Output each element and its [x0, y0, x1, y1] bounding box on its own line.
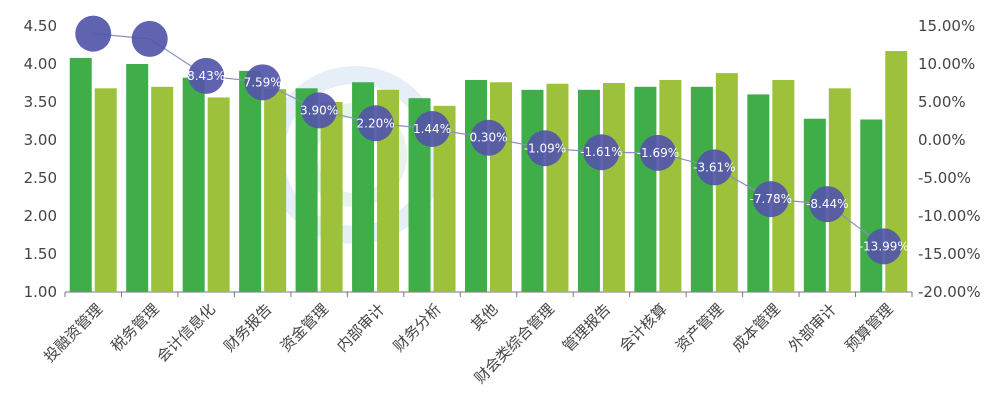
y-left-tick-label: 1.50	[24, 245, 57, 263]
line-point	[188, 57, 225, 94]
line-point-label: -7.78%	[750, 192, 792, 206]
y-left-tick-label: 3.50	[24, 93, 57, 111]
line-point	[244, 64, 281, 101]
line-point	[357, 105, 394, 142]
x-category-label: 会计核算	[616, 300, 671, 355]
x-category-label: 成本管理	[728, 300, 783, 355]
y-right-tick-label: 15.00%	[918, 17, 975, 35]
line-point	[526, 130, 563, 167]
line-point-label: 0.30%	[469, 131, 507, 145]
x-category-label: 预算管理	[841, 300, 896, 355]
y-right-tick-label: 5.00%	[918, 93, 966, 111]
x-category-label: 内部审计	[333, 300, 388, 355]
bar-series2	[207, 97, 230, 292]
line-point	[865, 228, 902, 265]
bar-series1	[182, 77, 205, 293]
y-left-tick-label: 3.00	[24, 131, 57, 149]
bar-series1	[295, 88, 318, 292]
x-category-label: 资金管理	[277, 300, 332, 355]
bar-series2	[264, 89, 287, 292]
x-category-label: 外部审计	[785, 300, 840, 355]
x-category-label: 财务报告	[220, 300, 275, 355]
x-category-label: 会计信息化	[153, 300, 219, 366]
line-point-label: 7.59%	[244, 75, 282, 89]
line-point	[301, 92, 338, 129]
x-category-label: 管理报告	[559, 300, 614, 355]
bar-series1	[126, 64, 149, 292]
y-left-tick-label: 1.00	[24, 283, 57, 301]
bar-series2	[602, 83, 625, 292]
bar-series2	[659, 79, 682, 293]
y-right-tick-label: -20.00%	[918, 283, 981, 301]
x-category-label: 投融资管理	[40, 300, 106, 366]
line-point-label: 1.44%	[413, 122, 451, 136]
y-right-tick-label: 0.00%	[918, 131, 966, 149]
bar-series1	[860, 119, 883, 292]
line-point-label: 3.90%	[300, 103, 338, 117]
bar-series2	[151, 86, 174, 292]
bar-series1	[465, 79, 487, 293]
bar-series2	[772, 79, 795, 293]
line-series: 8.43% 7.59% 3.90% 2.20% 1.44% 0.30% -1.09% -1.6…	[75, 15, 909, 265]
y-left-tick-label: 4.00	[24, 55, 57, 73]
x-category-label: 资产管理	[672, 300, 727, 355]
y-left-tick-label: 4.50	[24, 17, 57, 35]
y-left-tick-label: 2.00	[24, 207, 57, 225]
line-point	[414, 111, 451, 148]
bar-series2	[490, 82, 512, 293]
y-right-tick-label: 10.00%	[918, 55, 975, 73]
bar-series2	[433, 105, 456, 292]
line-point-label: -13.99%	[859, 239, 909, 253]
line-point	[752, 181, 789, 218]
line-point-label: -1.61%	[580, 145, 622, 159]
y-right-tick-label: -15.00%	[918, 245, 981, 263]
bar-series1	[408, 98, 431, 292]
y-right-tick-label: -5.00%	[918, 169, 971, 187]
bar-series2	[377, 89, 400, 292]
bar-series2	[320, 102, 343, 292]
bar-series2	[828, 88, 851, 292]
line-point	[696, 149, 733, 186]
line-point	[470, 119, 507, 156]
bar-series1	[239, 70, 262, 292]
line-point	[583, 134, 620, 171]
line-point-label: 8.43%	[187, 69, 225, 83]
x-category-label: 其他	[467, 300, 501, 334]
bar-series1	[577, 89, 600, 292]
bar-series1	[690, 86, 713, 292]
line-point	[639, 134, 676, 171]
bar-series1	[634, 86, 657, 292]
bar-series2	[715, 73, 738, 293]
line-point-label: -1.09%	[524, 141, 566, 155]
bar-series2	[94, 88, 117, 292]
line-point-label: -3.61%	[693, 160, 735, 174]
x-category-label: 税务管理	[107, 300, 162, 355]
line-point	[75, 15, 112, 52]
x-category-label: 财务分析	[390, 300, 445, 355]
y-right-tick-label: -10.00%	[918, 207, 981, 225]
line-point-label: -1.69%	[637, 146, 679, 160]
line-point-label: -8.44%	[806, 197, 848, 211]
y-left-tick-label: 2.50	[24, 169, 57, 187]
line-point	[809, 186, 846, 223]
axes	[64, 291, 913, 297]
bar-series1	[521, 89, 544, 292]
line-point	[131, 20, 168, 57]
bar-series1	[69, 57, 92, 292]
bar-series2	[546, 83, 569, 292]
line-point-label: 2.20%	[357, 116, 395, 130]
